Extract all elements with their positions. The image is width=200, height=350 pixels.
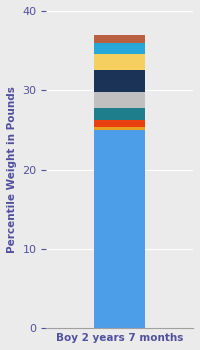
Bar <box>94 43 145 54</box>
Bar <box>94 70 145 92</box>
Bar <box>94 35 145 43</box>
Bar <box>94 130 145 328</box>
Bar <box>94 108 145 120</box>
Bar <box>94 92 145 108</box>
Bar <box>94 120 145 127</box>
Y-axis label: Percentile Weight in Pounds: Percentile Weight in Pounds <box>7 86 17 253</box>
Bar <box>94 54 145 70</box>
Bar <box>94 127 145 130</box>
